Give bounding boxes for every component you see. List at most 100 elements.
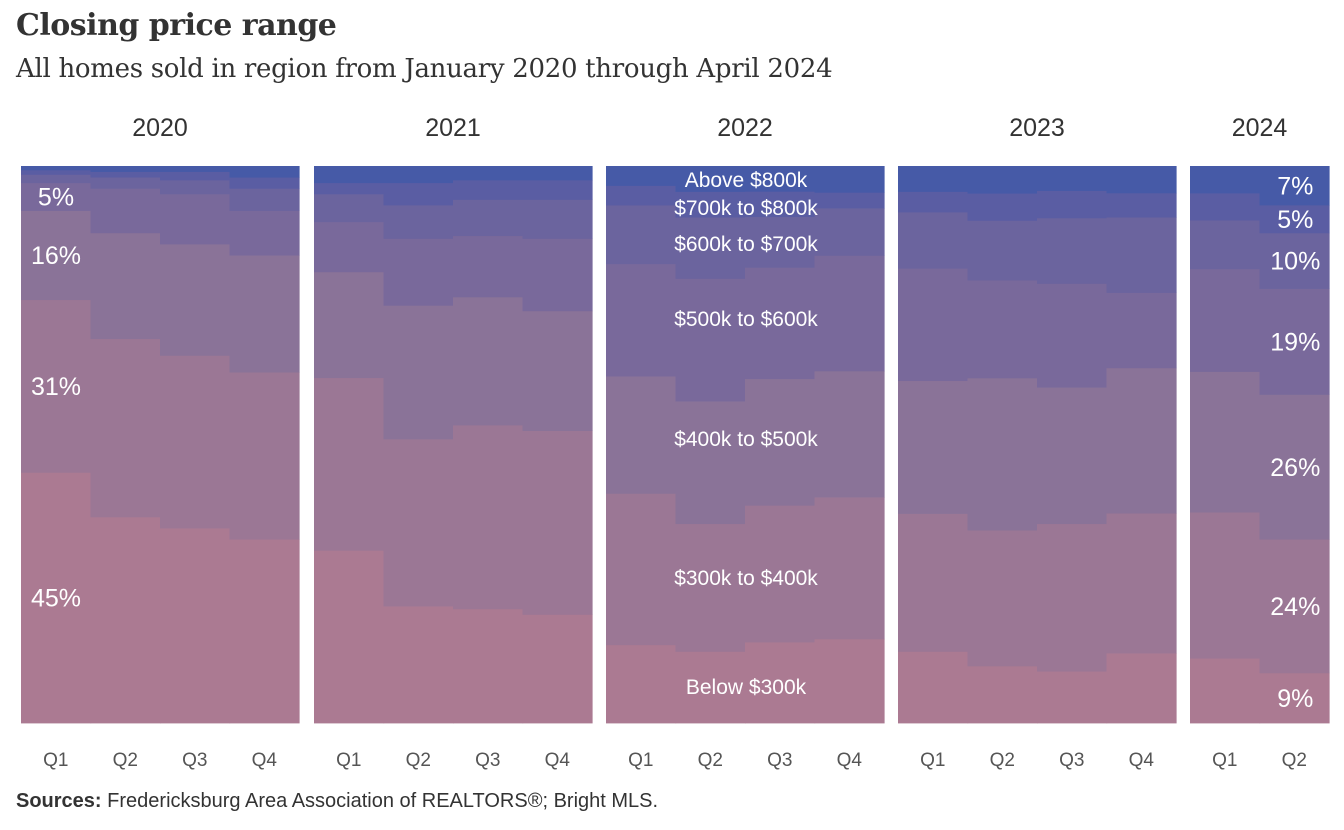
sources-footer: Sources: Fredericksburg Area Association… bbox=[16, 790, 658, 813]
segment-2020-q4-700k-to-800k bbox=[229, 177, 300, 189]
segment-2021-q4-300k-to-400k bbox=[522, 430, 593, 615]
segment-2021-q1-above-800k bbox=[314, 166, 385, 184]
quarter-label-2024-q2: Q2 bbox=[1282, 750, 1307, 771]
segment-2021-q2-above-800k bbox=[383, 166, 454, 184]
panel-2021 bbox=[314, 166, 593, 724]
segment-2020-q3-700k-to-800k bbox=[160, 171, 231, 181]
pct-label-2024-7-96-5: 7% bbox=[1277, 173, 1313, 201]
segment-2022-q3-500k-to-600k bbox=[745, 267, 816, 380]
segment-2020-q1-below-300k bbox=[21, 472, 92, 724]
pct-label-2020-45: 45% bbox=[31, 585, 81, 613]
segment-2022-q1-below-300k bbox=[606, 644, 677, 724]
segment-2020-q2-500k-to-600k bbox=[90, 188, 161, 234]
segment-2023-q1-500k-to-600k bbox=[898, 268, 969, 382]
segment-2020-q1-500k-to-600k bbox=[21, 182, 92, 211]
category-label-above-800k: Above $800k bbox=[685, 169, 808, 192]
segment-2021-q2-below-300k bbox=[383, 606, 454, 724]
segment-2023-q3-300k-to-400k bbox=[1037, 523, 1108, 672]
segment-2022-q4-400k-to-500k bbox=[814, 370, 885, 498]
segment-2021-q2-700k-to-800k bbox=[383, 182, 454, 206]
quarter-label-2022-q1: Q1 bbox=[628, 750, 653, 771]
segment-2022-q4-500k-to-600k bbox=[814, 255, 885, 372]
segment-2021-q2-400k-to-500k bbox=[383, 305, 454, 440]
segment-2021-q3-300k-to-400k bbox=[453, 425, 524, 610]
segment-2023-q4-below-300k bbox=[1106, 653, 1177, 724]
segment-2022-q3-300k-to-400k bbox=[745, 505, 816, 643]
segment-2023-q3-600k-to-700k bbox=[1037, 217, 1108, 284]
quarter-label-2023-q2: Q2 bbox=[990, 750, 1015, 771]
segment-2021-q4-500k-to-600k bbox=[522, 238, 593, 312]
segment-2023-q3-700k-to-800k bbox=[1037, 190, 1108, 219]
panel-2023 bbox=[898, 166, 1177, 724]
pct-label-2024-9-4-5: 9% bbox=[1277, 685, 1313, 713]
pct-label-2020-31: 31% bbox=[31, 373, 81, 401]
segment-2022-q4-below-300k bbox=[814, 638, 885, 724]
segment-2022-q1-500k-to-600k bbox=[606, 263, 677, 377]
segment-2021-q1-600k-to-700k bbox=[314, 193, 385, 223]
segment-2020-q4-400k-to-500k bbox=[229, 255, 300, 373]
segment-2022-q3-400k-to-500k bbox=[745, 378, 816, 506]
segment-2021-q4-700k-to-800k bbox=[522, 179, 593, 200]
segment-2024-q1-below-300k bbox=[1190, 658, 1261, 724]
panel-2024 bbox=[1190, 166, 1330, 724]
segment-2020-q2-above-800k bbox=[90, 166, 161, 172]
segment-2023-q2-below-300k bbox=[967, 665, 1038, 724]
segment-2021-q3-400k-to-500k bbox=[453, 296, 524, 426]
segment-2020-q3-above-800k bbox=[160, 166, 231, 172]
segment-2020-q3-300k-to-400k bbox=[160, 355, 231, 529]
segment-2023-q4-400k-to-500k bbox=[1106, 367, 1177, 514]
segment-2023-q2-700k-to-800k bbox=[967, 193, 1038, 221]
segment-2023-q1-300k-to-400k bbox=[898, 513, 969, 652]
segment-2022-q2-700k-to-800k bbox=[675, 191, 746, 218]
segment-2022-q1-700k-to-800k bbox=[606, 185, 677, 206]
segment-2023-q4-300k-to-400k bbox=[1106, 513, 1177, 654]
segment-2022-q1-600k-to-700k bbox=[606, 205, 677, 265]
pct-label-2020-16: 16% bbox=[31, 242, 81, 270]
category-label-700k-to-800k: $700k to $800k bbox=[674, 197, 818, 220]
segment-2022-q4-600k-to-700k bbox=[814, 208, 885, 256]
quarter-label-2024-q1: Q1 bbox=[1212, 750, 1237, 771]
year-label-2020: 2020 bbox=[132, 114, 188, 142]
category-label-600k-to-700k: $600k to $700k bbox=[674, 233, 818, 256]
segment-2020-q4-above-800k bbox=[229, 166, 300, 178]
segment-2023-q3-400k-to-500k bbox=[1037, 387, 1108, 525]
segment-2021-q1-400k-to-500k bbox=[314, 271, 385, 379]
segment-2022-q3-above-800k bbox=[745, 166, 816, 192]
segment-2024-q2-above-800k bbox=[1259, 166, 1330, 206]
segment-2024-q1-above-800k bbox=[1190, 166, 1261, 194]
segment-2024-q2-700k-to-800k bbox=[1259, 204, 1330, 234]
segment-2024-q2-300k-to-400k bbox=[1259, 539, 1330, 674]
segment-2020-q1-above-800k bbox=[21, 166, 92, 171]
segment-2022-q3-700k-to-800k bbox=[745, 191, 816, 218]
quarter-label-2020-q2: Q2 bbox=[113, 750, 138, 771]
segment-2020-q3-400k-to-500k bbox=[160, 243, 231, 356]
segment-2021-q3-below-300k bbox=[453, 608, 524, 724]
segment-2024-q2-400k-to-500k bbox=[1259, 394, 1330, 540]
segment-2023-q2-above-800k bbox=[967, 166, 1038, 194]
segment-2024-q2-500k-to-600k bbox=[1259, 288, 1330, 395]
segment-2024-q1-700k-to-800k bbox=[1190, 193, 1261, 221]
segment-2023-q3-above-800k bbox=[1037, 166, 1108, 191]
panel-2022 bbox=[606, 166, 885, 724]
segment-2022-q1-400k-to-500k bbox=[606, 376, 677, 494]
segment-2023-q4-700k-to-800k bbox=[1106, 192, 1177, 218]
quarter-label-2023-q4: Q4 bbox=[1129, 750, 1155, 771]
segment-2022-q4-above-800k bbox=[814, 166, 885, 193]
segment-2020-q4-below-300k bbox=[229, 539, 300, 724]
segment-2020-q1-700k-to-800k bbox=[21, 169, 92, 175]
segment-2021-q2-500k-to-600k bbox=[383, 238, 454, 306]
quarter-label-2020-q3: Q3 bbox=[182, 750, 207, 771]
category-label-400k-to-500k: $400k to $500k bbox=[674, 428, 818, 451]
segment-2023-q4-500k-to-600k bbox=[1106, 292, 1177, 369]
pct-label-2024-19-68-5: 19% bbox=[1270, 329, 1320, 357]
segment-2022-q2-500k-to-600k bbox=[675, 278, 746, 402]
segment-2022-q2-300k-to-400k bbox=[675, 523, 746, 652]
segment-2023-q1-700k-to-800k bbox=[898, 191, 969, 213]
category-label-500k-to-600k: $500k to $600k bbox=[674, 308, 818, 331]
segment-2024-q1-400k-to-500k bbox=[1190, 371, 1261, 513]
quarter-label-2022-q3: Q3 bbox=[767, 750, 792, 771]
segment-2022-q1-above-800k bbox=[606, 166, 677, 186]
segment-2022-q2-above-800k bbox=[675, 166, 746, 192]
quarter-label-2021-q4: Q4 bbox=[545, 750, 571, 771]
